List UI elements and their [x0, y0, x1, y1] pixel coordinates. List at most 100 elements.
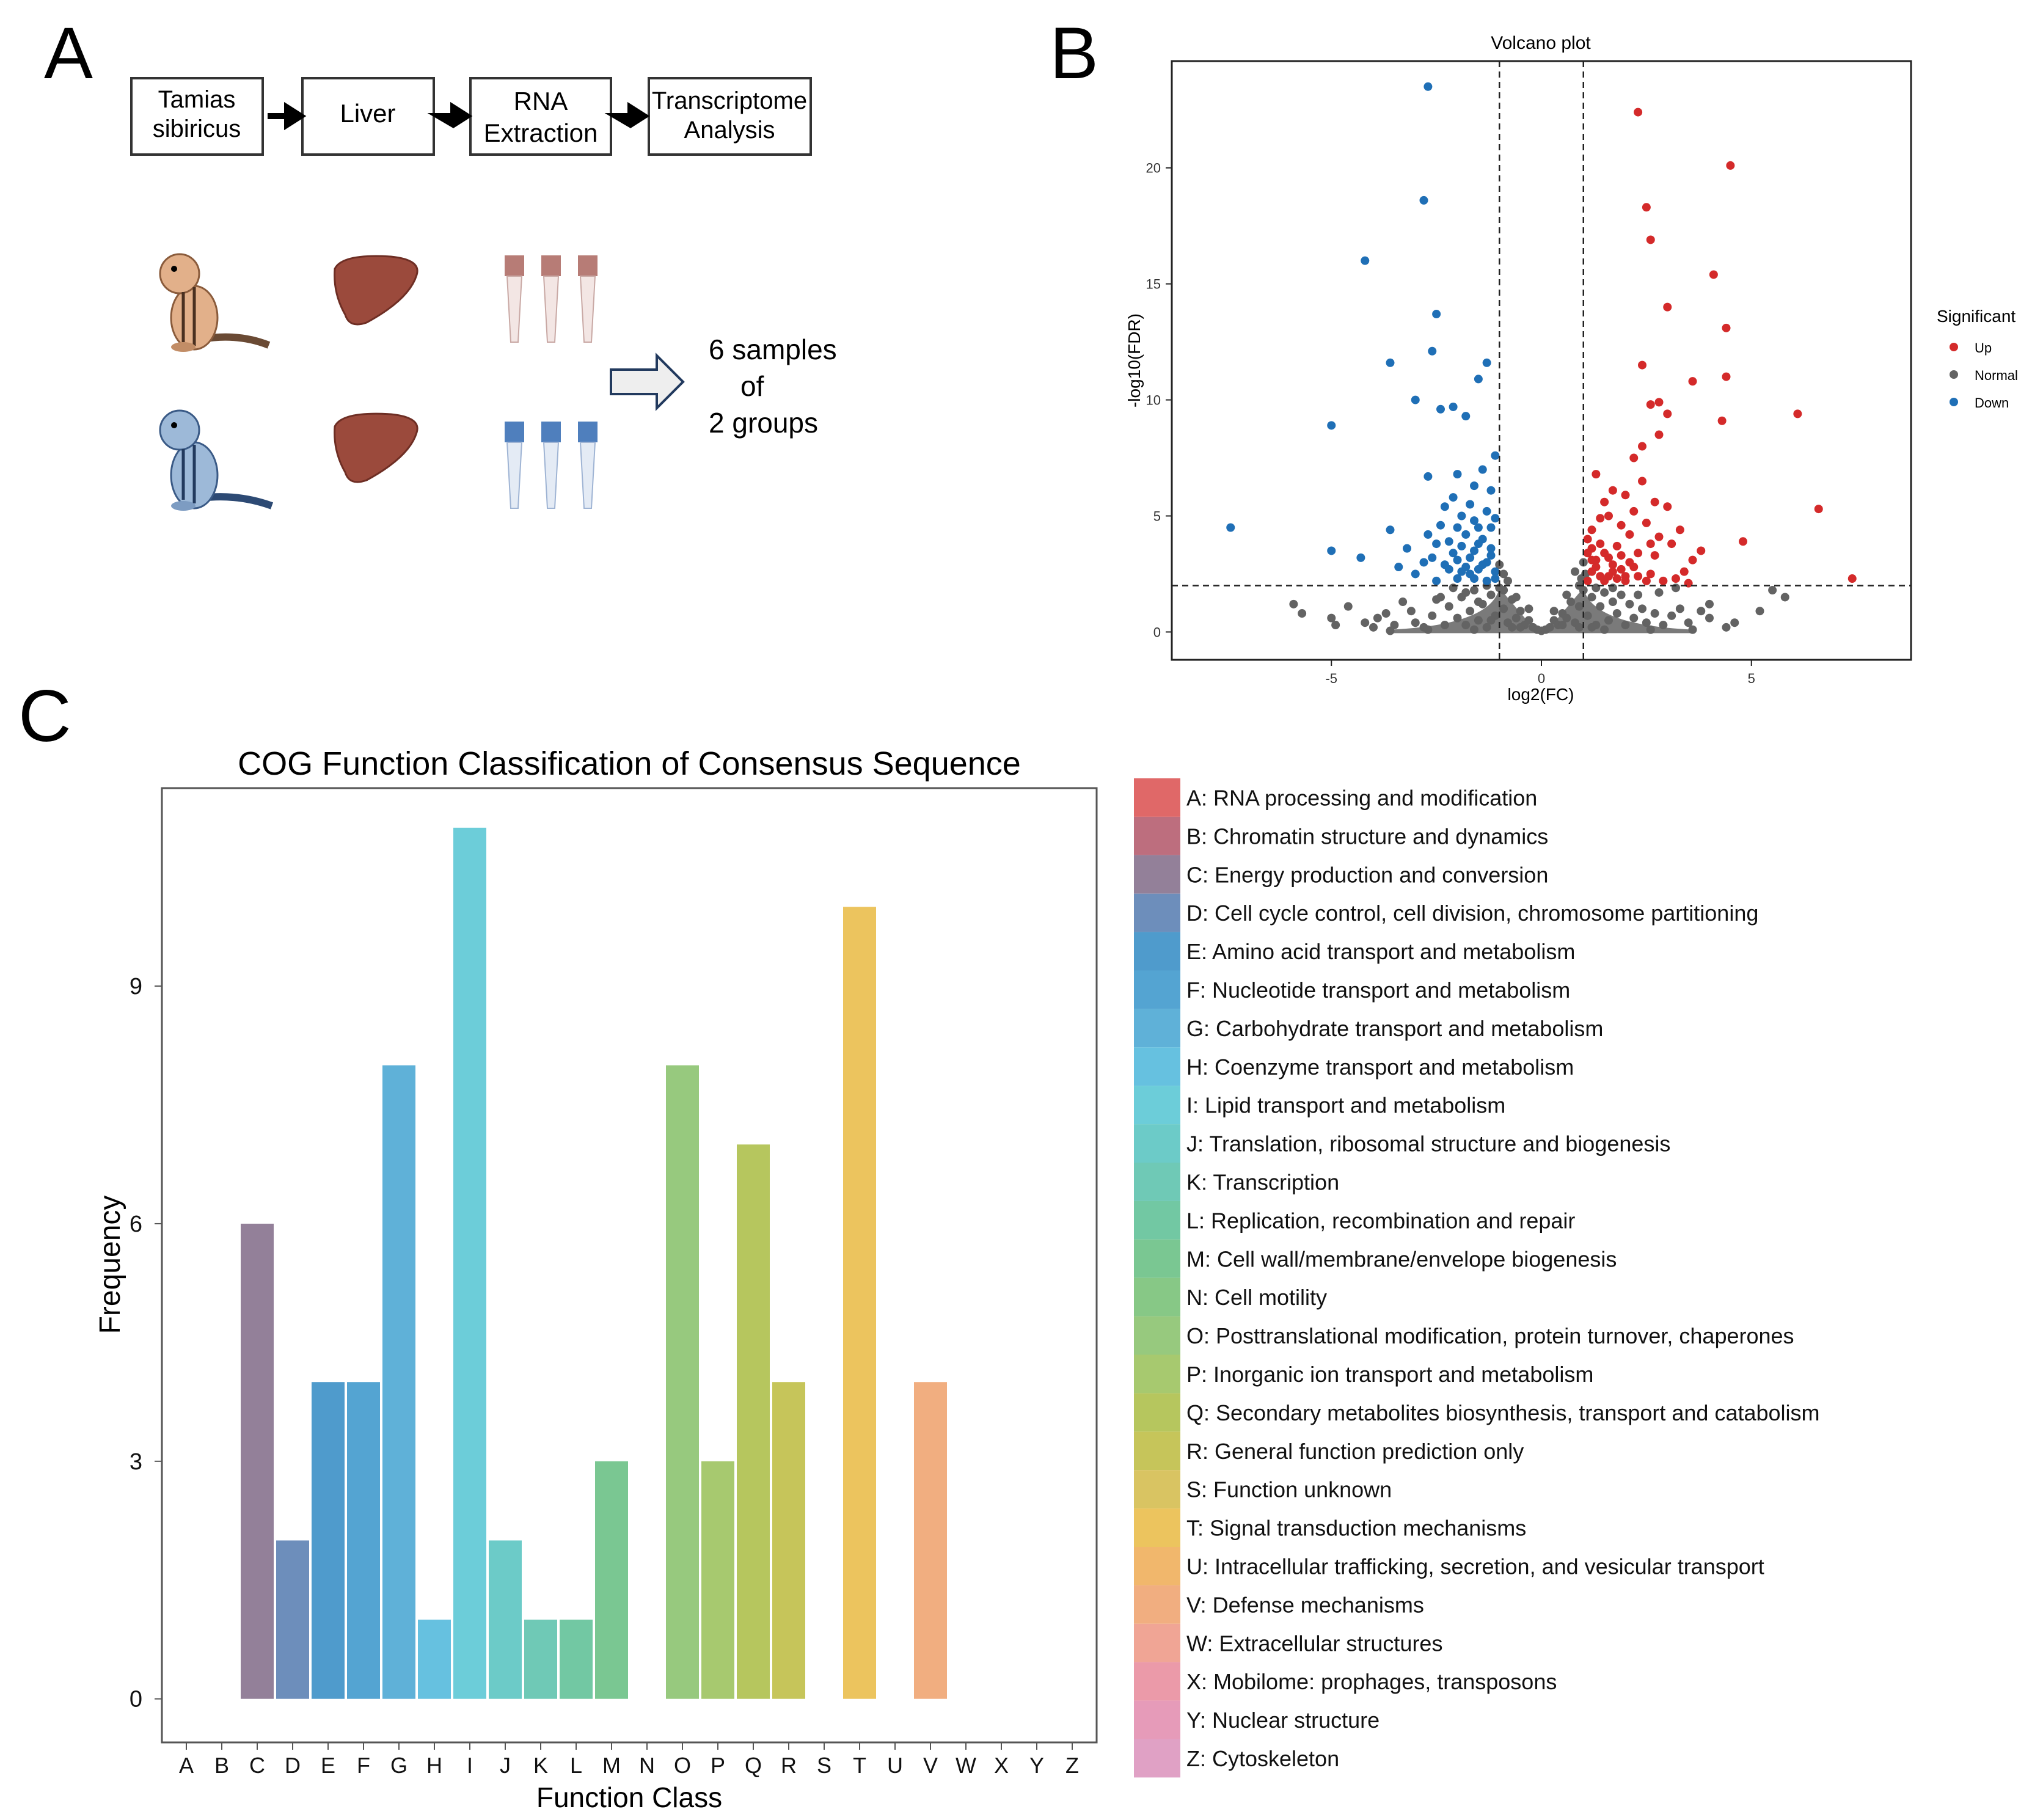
cog-x-tick-label: G: [390, 1753, 407, 1778]
cog-legend-swatch-E: [1134, 932, 1180, 971]
volcano-point-up: [1697, 546, 1706, 555]
cog-bar-V: [914, 1382, 947, 1699]
cog-bar-M: [595, 1461, 628, 1699]
volcano-point-normal: [1470, 586, 1478, 595]
volcano-point-down: [1423, 472, 1433, 481]
volcano-legend-swatch-down: [1950, 398, 1958, 406]
volcano-point-down: [1436, 404, 1445, 414]
workflow: Tamias sibiricus Liver RNA Extraction Tr…: [130, 77, 812, 156]
cog-legend-label-O: O: Posttranslational modification, prote…: [1186, 1323, 1794, 1348]
cog-legend-swatch-R: [1134, 1431, 1180, 1471]
cog-legend-label-A: A: RNA processing and modification: [1186, 785, 1537, 810]
cog-y-tick-label: 6: [130, 1212, 142, 1237]
volcano-point-normal: [1574, 602, 1584, 611]
volcano-point-normal: [1436, 593, 1445, 602]
volcano-point-down: [1453, 523, 1462, 532]
volcano-point-up: [1709, 270, 1718, 279]
cog-bar-H: [418, 1620, 451, 1699]
cog-legend-label-I: I: Lipid transport and metabolism: [1186, 1093, 1505, 1118]
cog-legend-label-N: N: Cell motility: [1186, 1285, 1327, 1310]
volcano-point-down: [1482, 506, 1491, 516]
volcano-point-normal: [1499, 604, 1508, 613]
volcano-point-up: [1663, 502, 1672, 511]
volcano-point-up: [1675, 525, 1684, 535]
volcano-point-down: [1403, 544, 1411, 553]
volcano-point-normal: [1411, 618, 1420, 627]
volcano-y-tick-label: 0: [1153, 624, 1161, 640]
volcano-point-normal: [1562, 613, 1571, 623]
cog-x-tick-label: R: [781, 1753, 797, 1778]
cog-legend-swatch-O: [1134, 1316, 1180, 1355]
chipmunk-group1-icon: [159, 253, 271, 352]
volcano-point-normal: [1755, 607, 1764, 616]
cog-bar-F: [347, 1382, 380, 1699]
cog-x-tick-label: M: [602, 1753, 621, 1778]
cog-legend-label-B: B: Chromatin structure and dynamics: [1186, 824, 1548, 849]
cog-legend-label-Z: Z: Cytoskeleton: [1186, 1746, 1339, 1771]
cog-x-tick-label: K: [533, 1753, 548, 1778]
volcano-point-up: [1583, 535, 1592, 544]
volcano-point-normal: [1440, 621, 1449, 630]
tubes-group1-icon: [505, 255, 598, 343]
cog-bar-R: [772, 1382, 805, 1699]
samples-arrow-icon: [610, 353, 685, 411]
volcano-point-up: [1592, 563, 1601, 572]
volcano-point-down: [1486, 544, 1496, 553]
cog-x-tick-label: S: [817, 1753, 831, 1778]
volcano-marks: [1226, 82, 1857, 635]
volcano-point-normal: [1516, 607, 1525, 616]
cog-y-tick-label: 9: [130, 974, 142, 1000]
volcano-point-up: [1592, 470, 1601, 479]
volcano-legend-label-up: Up: [1975, 340, 1992, 356]
volcano-point-down: [1453, 555, 1462, 565]
volcano-point-up: [1625, 530, 1634, 539]
cog-x-tick-label: T: [853, 1753, 866, 1778]
cog-bar-L: [560, 1620, 593, 1699]
cog-bar-K: [524, 1620, 557, 1699]
volcano-point-down: [1449, 493, 1458, 502]
volcano-legend-label-down: Down: [1975, 395, 2009, 411]
volcano-point-down: [1470, 516, 1478, 525]
volcano-point-normal: [1675, 604, 1684, 613]
volcano-point-up: [1600, 497, 1609, 506]
volcano-point-down: [1457, 541, 1466, 550]
cog-axes: A B C D E F G H I J K L M N O P Q R S T U V W X Y Z 0 3 6 9: [130, 974, 1079, 1778]
volcano-point-normal: [1621, 621, 1630, 630]
volcano-point-down: [1423, 82, 1433, 91]
volcano-point-up: [1596, 514, 1605, 523]
volcano-point-down: [1470, 546, 1478, 555]
volcano-point-down: [1453, 574, 1462, 583]
cog-legend-label-M: M: Cell wall/membrane/envelope biogenesi…: [1186, 1246, 1617, 1271]
cog-legend-label-F: F: Nucleotide transport and metabolism: [1186, 978, 1570, 1003]
volcano-point-up: [1587, 555, 1596, 565]
cog-legend-label-K: K: Transcription: [1186, 1169, 1339, 1194]
volcano-point-normal: [1516, 623, 1525, 632]
cog-legend-label-P: P: Inorganic ion transport and metabolis…: [1186, 1362, 1593, 1387]
cog-bar-C: [241, 1223, 274, 1699]
cog-legend-swatch-Y: [1134, 1700, 1180, 1739]
cog-legend-swatch-Q: [1134, 1393, 1180, 1432]
volcano-point-normal: [1298, 609, 1307, 618]
volcano-point-up: [1650, 551, 1659, 560]
volcano-point-down: [1466, 553, 1475, 562]
volcano-point-up: [1596, 539, 1605, 549]
volcano-point-normal: [1574, 623, 1584, 632]
workflow-box-species-line1: Tamias: [158, 86, 236, 113]
volcano-point-normal: [1343, 602, 1353, 611]
volcano-point-down: [1436, 521, 1445, 530]
volcano-point-normal: [1444, 602, 1453, 611]
volcano-point-up: [1634, 549, 1643, 558]
liver-group1-icon: [334, 255, 418, 326]
volcano-point-normal: [1650, 609, 1659, 618]
volcano-point-normal: [1646, 625, 1655, 634]
volcano-point-up: [1793, 409, 1802, 418]
volcano-point-normal: [1688, 625, 1697, 634]
cog-legend-swatch-G: [1134, 1009, 1180, 1048]
samples-line-2: of: [740, 370, 764, 402]
cog-x-tick-label: H: [426, 1753, 442, 1778]
volcano-point-normal: [1545, 623, 1554, 632]
volcano-legend-title: Significant: [1937, 307, 2016, 326]
volcano-point-up: [1646, 569, 1655, 579]
cog-legend-label-L: L: Replication, recombination and repair: [1186, 1208, 1575, 1233]
